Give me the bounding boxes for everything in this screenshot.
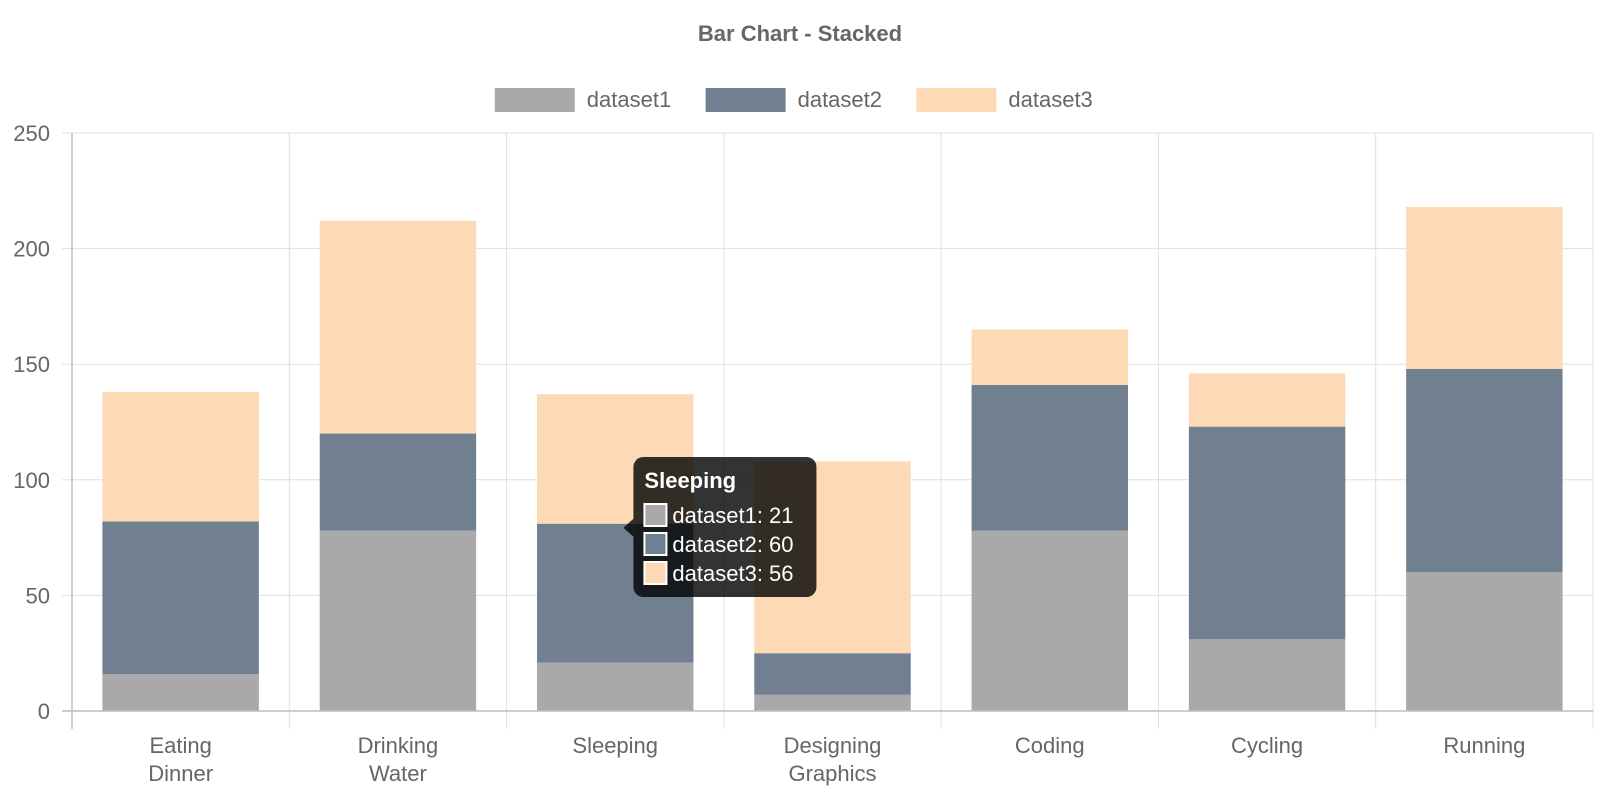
bar-dataset1 [102, 674, 259, 711]
tooltip-item-dataset2: dataset2: 60 [672, 532, 793, 557]
x-tick-label: Dinner [148, 761, 213, 786]
bar-dataset2 [102, 521, 259, 675]
tooltip-swatch-dataset2 [643, 532, 668, 556]
legend: dataset1 dataset2 dataset3 [494, 87, 1093, 112]
bar-dataset3 [1188, 373, 1346, 427]
bar-dataset2 [1188, 426, 1346, 640]
bar-dataset2 [319, 433, 477, 531]
y-tick-label: 150 [13, 352, 50, 377]
x-tick-label: Water [369, 761, 427, 786]
x-tick-label: Cycling [1231, 733, 1303, 758]
y-tick-label: 250 [13, 121, 50, 146]
bar-dataset1 [1188, 639, 1346, 711]
legend-label-dataset1: dataset1 [587, 87, 671, 112]
tooltip-box [633, 457, 817, 597]
bar-dataset2 [754, 653, 911, 695]
tooltip: Sleeping dataset1: 21 dataset2: 60 dataset3… [623, 457, 817, 597]
legend-label-dataset2: dataset2 [798, 87, 882, 112]
bar-dataset3 [102, 391, 259, 522]
tick-labels: 0 50 100 150 200 250 Eating Dinner Drinking Water… [13, 121, 1525, 786]
x-tick-label: Running [1443, 733, 1525, 758]
bar-dataset1 [319, 530, 477, 711]
tooltip-item-dataset3: dataset3: 56 [672, 561, 793, 586]
bars [102, 206, 1563, 711]
bar-dataset3 [1406, 206, 1563, 369]
bar-dataset2 [1406, 368, 1563, 573]
bar-dataset3 [971, 329, 1129, 386]
x-tick-label: Drinking [358, 733, 439, 758]
bar-dataset1 [971, 530, 1129, 711]
tooltip-swatch-dataset1 [643, 503, 668, 527]
tooltip-title: Sleeping [644, 468, 736, 493]
tooltip-caret [623, 518, 634, 537]
bar-dataset3 [319, 220, 477, 434]
legend-label-dataset3: dataset3 [1008, 87, 1092, 112]
legend-swatch-dataset3 [916, 88, 997, 112]
bar-dataset1 [754, 694, 911, 711]
x-tick-label: Graphics [788, 761, 876, 786]
legend-swatch-dataset1 [494, 88, 575, 112]
axes [62, 133, 1593, 729]
y-tick-label: 200 [13, 237, 50, 262]
bar-dataset1 [536, 662, 694, 711]
tooltip-swatch-dataset3 [643, 561, 668, 585]
y-tick-label: 50 [26, 583, 50, 608]
bar-dataset2 [971, 385, 1129, 531]
y-tick-label: 100 [13, 468, 50, 493]
x-tick-label: Sleeping [572, 733, 658, 758]
bar-dataset1 [1406, 572, 1563, 711]
legend-swatch-dataset2 [705, 88, 786, 112]
tooltip-item-dataset1: dataset1: 21 [672, 503, 793, 528]
y-tick-label: 0 [38, 699, 50, 724]
x-tick-label: Designing [784, 733, 882, 758]
chart-title: Bar Chart - Stacked [698, 21, 902, 46]
x-tick-label: Coding [1015, 733, 1085, 758]
x-tick-label: Eating [149, 733, 211, 758]
